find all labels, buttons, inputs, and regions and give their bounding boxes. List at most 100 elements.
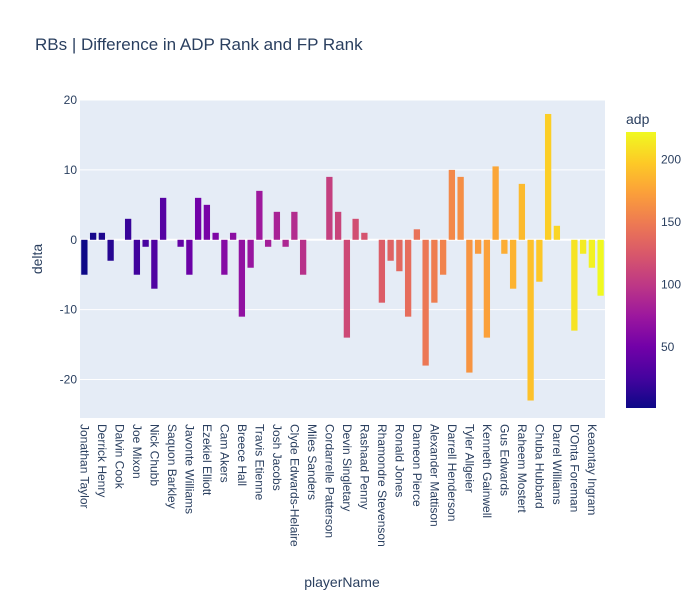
x-tick-label: Saquon Barkley — [165, 424, 179, 509]
bar — [151, 239, 158, 289]
bar — [378, 239, 386, 303]
bar — [186, 239, 193, 275]
colorbar-tick-label: 50 — [661, 340, 675, 354]
x-tick-label: Clyde Edwards-Helaire — [287, 424, 301, 547]
bar — [256, 190, 263, 240]
bar — [142, 239, 149, 247]
bar — [448, 169, 456, 240]
colorbar — [626, 132, 656, 408]
x-tick-label: Rhamondre Stevenson — [375, 424, 389, 547]
x-tick-label: Breece Hall — [235, 424, 249, 486]
x-tick-label: Tyler Allgeier — [462, 424, 476, 493]
bar — [387, 239, 394, 261]
bar — [291, 211, 298, 240]
x-tick-label: Darrel Williams — [550, 424, 564, 505]
bar — [518, 183, 526, 240]
bar — [413, 229, 421, 240]
x-tick-label: Javonte Williams — [182, 424, 196, 514]
bar — [203, 204, 211, 240]
bar — [229, 232, 237, 240]
x-axis-title: playerName — [304, 574, 380, 590]
bar — [194, 197, 202, 240]
x-tick-label: Ronald Jones — [392, 424, 406, 497]
bar — [133, 239, 141, 275]
x-tick-label: Joe Mixon — [130, 424, 144, 479]
bar — [238, 239, 246, 317]
x-tick-label: Devin Singletary — [340, 424, 354, 511]
y-tick-labels: -20 -10 0 10 20 — [60, 93, 78, 387]
x-tick-label: Dalvin Cook — [112, 424, 126, 490]
bar — [404, 239, 412, 317]
bar — [509, 239, 517, 289]
colorbar-tick-label: 100 — [661, 277, 681, 291]
x-tick-label: D'Onta Foreman — [567, 424, 581, 512]
bar — [579, 239, 587, 254]
bar — [282, 239, 289, 247]
y-tick-label: 10 — [64, 163, 78, 177]
bar — [544, 113, 552, 240]
bar — [439, 239, 447, 275]
bar — [501, 239, 508, 254]
bar — [326, 176, 333, 240]
x-tick-label: Gus Edwards — [497, 424, 511, 496]
plot-background — [80, 100, 605, 418]
colorbar-tick-label: 150 — [661, 215, 681, 229]
bar — [361, 232, 368, 240]
x-tick-label: Rashaad Penny — [357, 424, 371, 509]
bar — [81, 239, 88, 275]
bar — [98, 232, 106, 240]
bar — [124, 218, 132, 240]
bar — [212, 232, 219, 240]
bar — [396, 239, 403, 272]
colorbar-tick-label: 200 — [661, 152, 681, 166]
x-tick-label: Cordarrelle Patterson — [322, 424, 336, 538]
bar — [536, 239, 543, 282]
x-tick-label: Jonathan Taylor — [77, 424, 91, 509]
x-tick-label: Josh Jacobs — [270, 424, 284, 491]
bar — [431, 239, 438, 303]
bar — [466, 239, 473, 373]
colorbar-title: adp — [626, 111, 650, 127]
x-tick-label: Cam Akers — [217, 424, 231, 483]
x-tick-label: Ezekiel Elliott — [200, 424, 214, 496]
bar — [597, 239, 604, 296]
bar — [89, 232, 97, 240]
bar — [299, 239, 307, 275]
bar — [177, 239, 184, 247]
bar — [457, 176, 464, 240]
bar — [264, 239, 272, 247]
colorbar-ticks: 50 100 150 200 — [661, 152, 681, 353]
x-tick-label: Keaontay Ingram — [585, 424, 599, 515]
bar — [588, 239, 596, 268]
bar — [527, 239, 534, 401]
bar — [483, 239, 491, 338]
y-tick-label: -10 — [60, 303, 78, 317]
bar — [492, 166, 499, 240]
x-tick-label: Dameon Pierce — [410, 424, 424, 507]
x-tick-label: Travis Etienne — [252, 424, 266, 501]
bars — [81, 113, 604, 401]
gridlines — [80, 99, 605, 381]
x-tick-label: Kenneth Gainwell — [480, 424, 494, 518]
y-tick-label: 0 — [70, 233, 77, 247]
bar — [107, 239, 114, 261]
chart-title: RBs | Difference in ADP Rank and FP Rank — [35, 35, 363, 54]
x-tick-label: Raheem Mostert — [515, 424, 529, 513]
bar — [553, 225, 561, 240]
bar — [422, 239, 429, 366]
bar — [247, 239, 254, 268]
x-tick-label: Darrell Henderson — [445, 424, 459, 521]
bar — [474, 239, 482, 254]
x-tick-label: Nick Chubb — [147, 424, 161, 486]
bar — [159, 197, 167, 240]
bar — [221, 239, 228, 275]
y-tick-label: 20 — [64, 93, 78, 107]
x-tick-label: Chuba Hubbard — [532, 424, 546, 509]
bar — [334, 211, 342, 240]
y-tick-label: -20 — [60, 373, 78, 387]
y-axis-title: delta — [29, 244, 45, 275]
bar — [352, 218, 359, 240]
bar — [571, 239, 578, 331]
x-tick-label: Derrick Henry — [95, 424, 109, 497]
